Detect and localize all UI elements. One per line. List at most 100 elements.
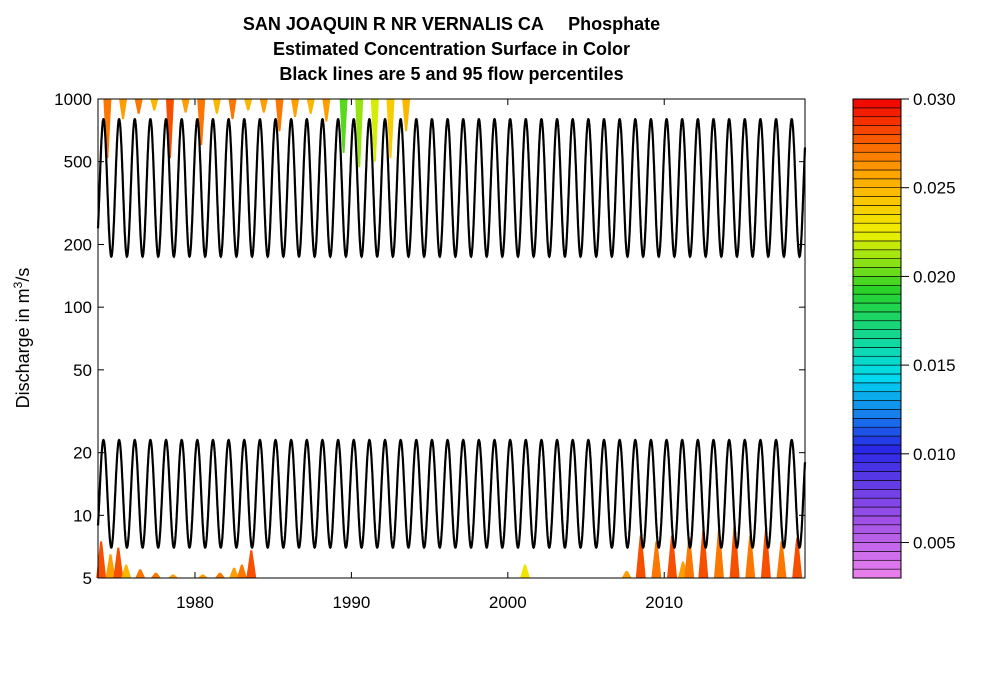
y-tick-label-20: 20 [73, 444, 92, 463]
chart-title-line-2: Estimated Concentration Surface in Color [272, 39, 631, 59]
y-axis: 5 10 20 50 100 200 500 1000 [54, 90, 805, 588]
y-tick-label-100: 100 [64, 298, 92, 317]
colorbar-cell-2 [852, 551, 902, 561]
colorbar-cell-44 [852, 178, 902, 189]
low-flow-spike-21 [729, 524, 740, 578]
colorbar-cell-5 [852, 524, 902, 534]
colorbar-cell-46 [852, 160, 902, 171]
colorbar-cell-48 [852, 143, 902, 153]
low-flow-spike-25 [792, 537, 803, 578]
high-flow-spike-10 [259, 99, 268, 113]
colorbar-cell-20 [852, 391, 902, 401]
colorbar-cell-26 [852, 338, 902, 348]
high-flow-spike-2 [134, 99, 143, 114]
colorbar-cell-50 [852, 125, 902, 135]
y-tick-label-200: 200 [64, 236, 92, 255]
colorbar-cell-13 [852, 453, 902, 463]
colorbar-cell-7 [852, 506, 902, 517]
low-flow-spike-8 [215, 572, 226, 578]
colorbar-cell-4 [852, 533, 902, 543]
colorbar-tick-label-1: 0.010 [913, 445, 956, 464]
colorbar-cell-53 [852, 98, 902, 109]
percentile-lines [96, 117, 807, 549]
colorbar-cell-40 [852, 214, 902, 224]
high-flow-spike-1 [119, 99, 128, 120]
colorbar-cell-24 [852, 355, 902, 366]
low-flow-spike-18 [684, 537, 695, 578]
y-tick-label-5: 5 [83, 569, 92, 588]
colorbar-tick-label-3: 0.020 [913, 267, 956, 286]
colorbar-cell-14 [852, 444, 902, 455]
colorbar-cell-1 [852, 559, 902, 570]
concentration-surface [96, 99, 803, 578]
colorbar-cell-32 [852, 284, 902, 295]
chart-title-line-1: SAN JOAQUIN R NR VERNALIS CA Phosphate [242, 14, 661, 34]
colorbar-cell-29 [852, 311, 902, 322]
colorbar-cell-27 [852, 329, 902, 339]
colorbar-cell-39 [852, 222, 902, 233]
colorbar-cell-18 [852, 409, 902, 419]
high-flow-spike-8 [228, 99, 237, 120]
percentile-line-0 [96, 117, 807, 259]
low-flow-spike-19 [698, 530, 709, 578]
low-flow-spike-2 [113, 547, 124, 578]
y-tick-label-500: 500 [64, 153, 92, 172]
low-flow-spike-1 [105, 554, 116, 578]
high-flow-spike-15 [339, 99, 348, 154]
colorbar-cell-9 [852, 488, 902, 499]
colorbar-cell-23 [852, 364, 902, 375]
high-flow-spike-18 [386, 99, 395, 159]
chart-title-line-3: Black lines are 5 and 95 flow percentile… [279, 64, 624, 84]
colorbar-cell-0 [852, 568, 902, 579]
high-flow-spike-4 [165, 99, 174, 159]
low-flow-spike-0 [96, 541, 107, 578]
low-flow-spike-9 [229, 567, 240, 578]
colorbar-cell-19 [852, 400, 902, 410]
colorbar-cell-37 [852, 240, 902, 251]
low-flow-spike-22 [745, 535, 756, 578]
colorbar-tick-label-2: 0.015 [913, 356, 956, 375]
low-flow-spike-12 [520, 564, 531, 578]
colorbar-cell-3 [852, 542, 902, 552]
y-tick-label-1000: 1000 [54, 90, 92, 109]
low-flow-spike-16 [667, 535, 678, 578]
colorbar-cell-34 [852, 267, 902, 277]
high-flow-spike-11 [275, 99, 284, 132]
colorbar-cell-6 [852, 515, 902, 526]
colorbar-cell-28 [852, 320, 902, 330]
y-tick-label-10: 10 [73, 506, 92, 525]
x-tick-label-2000: 2000 [489, 593, 527, 612]
colorbar-cell-52 [852, 107, 902, 118]
percentile-line-1 [96, 438, 807, 549]
colorbar-cell-42 [852, 196, 902, 206]
colorbar-cell-10 [852, 480, 902, 490]
colorbar-cell-16 [852, 426, 902, 437]
x-tick-label-1990: 1990 [332, 593, 370, 612]
colorbar-cell-45 [852, 169, 902, 180]
high-flow-spike-17 [370, 99, 379, 162]
colorbar-cell-8 [852, 497, 902, 508]
low-flow-spike-20 [713, 530, 724, 578]
colorbar-cell-11 [852, 471, 902, 481]
colorbar-cell-47 [852, 151, 902, 162]
colorbar-cell-43 [852, 187, 902, 197]
y-axis-label: Discharge in m3/s [11, 268, 33, 409]
colorbar-cell-21 [852, 382, 902, 393]
colorbar-cell-17 [852, 418, 902, 428]
high-flow-spike-13 [306, 99, 315, 114]
high-flow-spike-5 [181, 99, 190, 113]
low-flow-spike-4 [135, 569, 146, 578]
high-flow-spike-9 [244, 99, 253, 111]
low-flow-spike-6 [168, 574, 179, 578]
colorbar-tick-label-0: 0.005 [913, 534, 956, 553]
high-flow-spike-0 [103, 99, 112, 159]
colorbar-cell-49 [852, 134, 902, 144]
colorbar-cell-15 [852, 435, 902, 446]
low-flow-spike-24 [776, 541, 787, 578]
colorbar-cell-41 [852, 205, 902, 215]
high-flow-spike-6 [197, 99, 206, 146]
low-flow-spike-10 [236, 564, 247, 578]
x-tick-label-2010: 2010 [645, 593, 683, 612]
low-flow-spike-7 [197, 574, 208, 578]
